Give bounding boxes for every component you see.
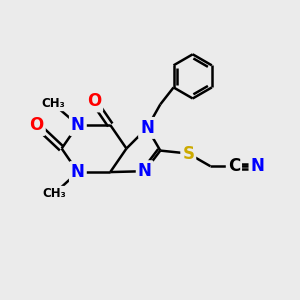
Text: O: O — [87, 92, 101, 110]
Text: CH₃: CH₃ — [42, 187, 66, 200]
Text: S: S — [182, 145, 194, 163]
Text: N: N — [71, 163, 85, 181]
Text: C: C — [228, 157, 240, 175]
Text: O: O — [29, 116, 44, 134]
Text: N: N — [140, 119, 154, 137]
Text: N: N — [250, 157, 264, 175]
Text: N: N — [138, 162, 152, 180]
Text: CH₃: CH₃ — [41, 97, 65, 110]
Text: N: N — [71, 116, 85, 134]
